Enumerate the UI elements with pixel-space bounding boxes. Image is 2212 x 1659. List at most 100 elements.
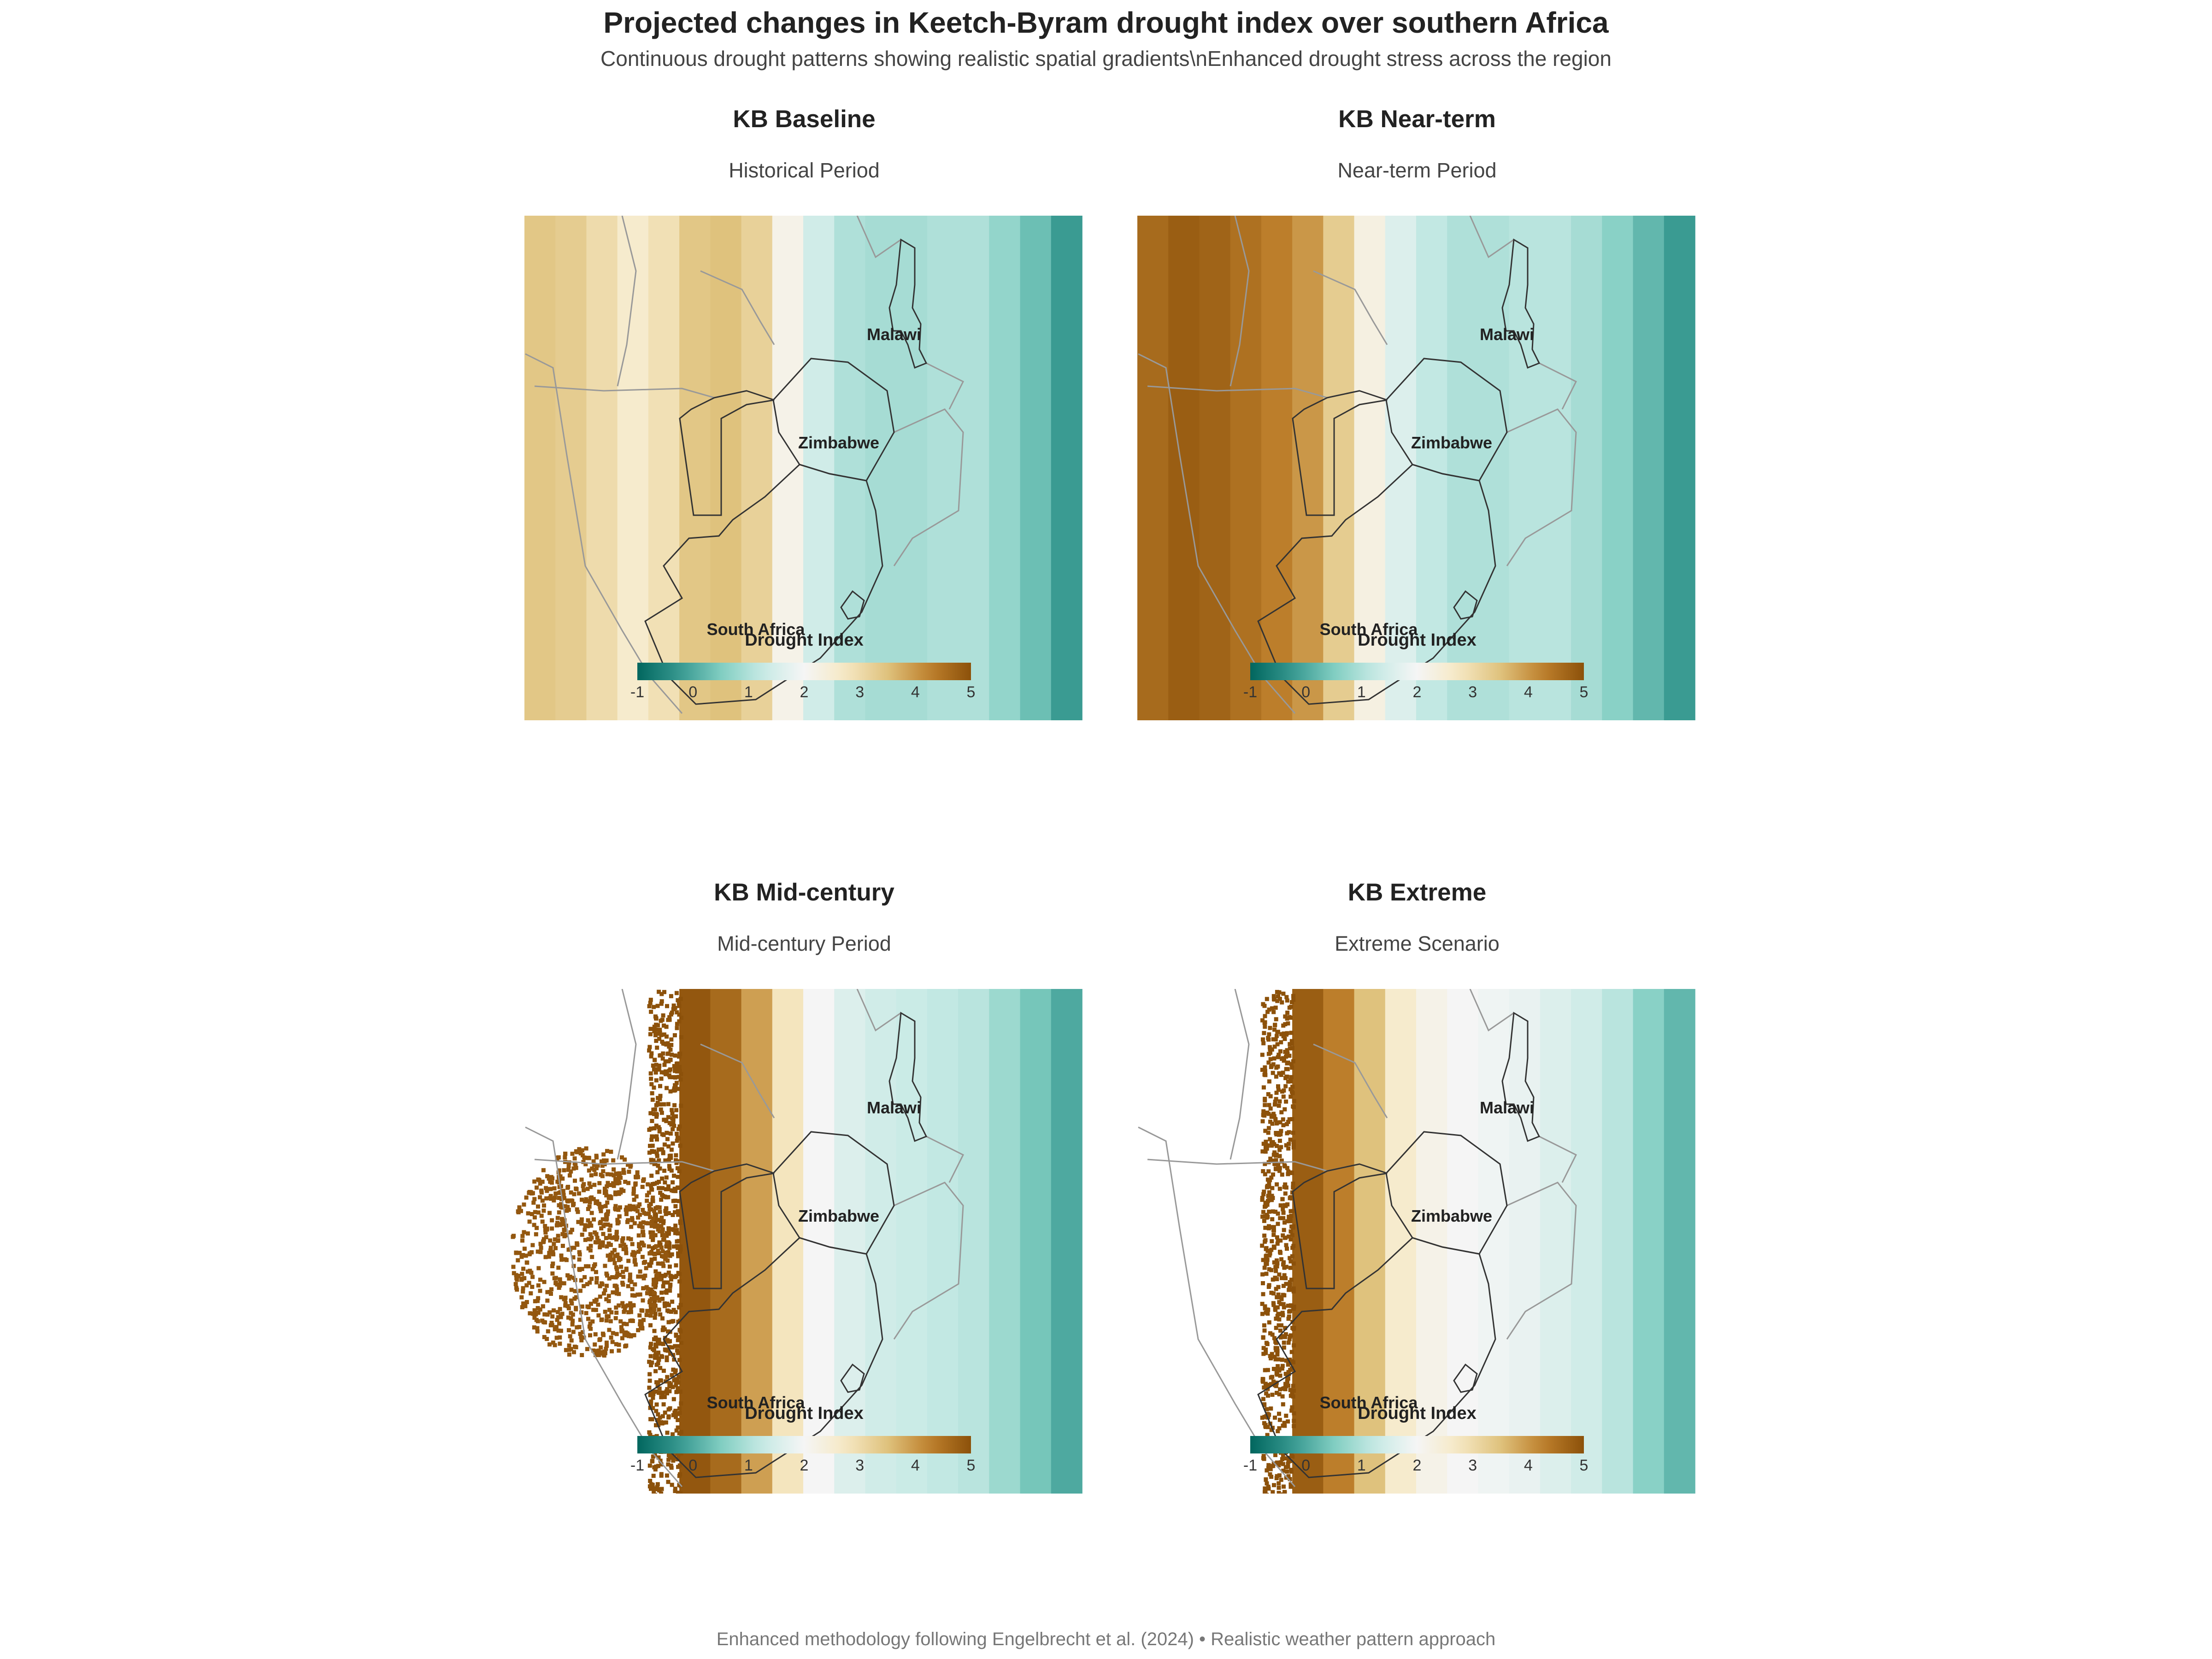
heatmap-cell	[675, 1135, 680, 1140]
heatmap-cell	[534, 1312, 538, 1317]
heatmap-cell	[1277, 1154, 1282, 1159]
heatmap-cell	[648, 1390, 653, 1395]
heatmap-cell	[1286, 1303, 1290, 1308]
heatmap-cell	[1290, 1233, 1294, 1237]
heatmap-cell	[588, 1333, 592, 1338]
heatmap-cell	[617, 1214, 622, 1219]
heatmap-cell	[535, 1185, 539, 1190]
heatmap-cell	[564, 1348, 568, 1353]
heatmap-cell	[613, 1316, 618, 1320]
heatmap-cell	[577, 1325, 582, 1330]
heatmap-cell	[535, 1299, 540, 1303]
heatmap-cell	[593, 1332, 598, 1336]
heatmap-cell	[666, 1462, 671, 1467]
heatmap-cell	[1260, 1312, 1265, 1316]
heatmap-cell	[560, 1177, 565, 1181]
heatmap-cell	[585, 1187, 590, 1191]
heatmap-cell	[1269, 1428, 1274, 1432]
country-border	[893, 1182, 964, 1340]
heatmap-cell	[652, 1182, 657, 1186]
heatmap-cell	[620, 1336, 624, 1341]
heatmap-cell	[1260, 1243, 1265, 1248]
heatmap-cell	[674, 1153, 678, 1158]
heatmap-cell	[662, 1142, 667, 1147]
heatmap-cell	[669, 1319, 674, 1324]
heatmap-cell	[674, 1081, 679, 1085]
heatmap-cell	[602, 1191, 607, 1195]
heatmap-cell	[1288, 1282, 1292, 1287]
heatmap-cell	[596, 1348, 601, 1353]
heatmap-cell	[1262, 1265, 1267, 1270]
heatmap-cell	[586, 1218, 590, 1223]
heatmap-cell	[1286, 1146, 1291, 1151]
heatmap-cell	[667, 1018, 672, 1022]
heatmap-cell	[652, 1296, 656, 1300]
heatmap-cell	[678, 1249, 682, 1254]
heatmap-cell	[669, 1277, 673, 1282]
heatmap-cell	[659, 1290, 664, 1295]
heatmap-cell	[1277, 1103, 1281, 1108]
heatmap-cell	[516, 1209, 520, 1214]
heatmap-cell	[663, 1338, 668, 1342]
heatmap-cell	[584, 1146, 588, 1151]
heatmap-cell	[1281, 1468, 1286, 1473]
heatmap-cell	[637, 1224, 641, 1228]
heatmap-cell	[1277, 1317, 1282, 1322]
heatmap-cell	[618, 1176, 623, 1180]
heatmap-cell	[648, 216, 680, 720]
heatmap-cell	[673, 1084, 678, 1088]
heatmap-cell	[667, 1230, 671, 1235]
heatmap-cell	[989, 989, 1021, 1494]
heatmap-cell	[1270, 1217, 1275, 1222]
heatmap-cell	[1266, 1169, 1271, 1174]
heatmap-cell	[1261, 1397, 1265, 1401]
heatmap-cell	[668, 1075, 672, 1079]
heatmap-cell	[663, 1059, 668, 1064]
heatmap-cell	[668, 1288, 672, 1293]
heatmap-cell	[670, 1300, 675, 1304]
heatmap-cell	[624, 1205, 629, 1210]
heatmap-cell	[602, 1349, 607, 1354]
heatmap-cell	[524, 1283, 529, 1288]
country-label: Malawi	[1480, 325, 1534, 344]
heatmap-cell	[590, 1319, 595, 1324]
heatmap-cell	[584, 1311, 588, 1315]
heatmap-cell	[1262, 1031, 1266, 1035]
heatmap-cell	[1262, 1233, 1267, 1238]
heatmap-cell	[1281, 1233, 1285, 1238]
heatmap-cell	[658, 1275, 663, 1279]
heatmap-cell	[629, 1307, 633, 1312]
country-label: South Africa	[1320, 620, 1418, 639]
heatmap-cell	[669, 1122, 674, 1127]
heatmap-cell	[1277, 1169, 1282, 1173]
heatmap-cell	[621, 1304, 625, 1309]
heatmap-cell	[557, 1191, 562, 1195]
heatmap-cell	[1260, 1377, 1265, 1381]
heatmap-cell	[512, 1271, 516, 1276]
heatmap-cell	[665, 1070, 669, 1074]
heatmap-cell	[654, 1124, 659, 1128]
heatmap-cell	[653, 1369, 658, 1373]
heatmap-cell	[656, 1164, 660, 1168]
heatmap-cell	[566, 1167, 571, 1172]
heatmap-cell	[547, 1251, 552, 1255]
heatmap-cell	[646, 1221, 650, 1226]
heatmap-cell	[646, 1287, 650, 1291]
heatmap-cell	[536, 1204, 540, 1209]
heatmap-cell	[1199, 216, 1231, 720]
heatmap-cell	[1290, 1405, 1294, 1410]
heatmap-cell	[594, 1240, 599, 1245]
heatmap-cell	[650, 1097, 655, 1102]
heatmap-cell	[1267, 1209, 1271, 1214]
heatmap-cell	[561, 1193, 566, 1197]
heatmap-cell	[1264, 1140, 1268, 1144]
colorbar-ticks: -1 0 1 2 3 4 5	[498, 1457, 1111, 1480]
heatmap-cell	[677, 1001, 681, 1006]
heatmap-cell	[565, 1304, 570, 1308]
heatmap-cell	[514, 1273, 518, 1277]
heatmap-cell	[659, 1070, 664, 1075]
heatmap-cell	[1285, 1048, 1289, 1053]
heatmap-cell	[662, 1274, 667, 1278]
heatmap-cell	[640, 1326, 645, 1331]
heatmap-cell	[631, 1186, 636, 1191]
